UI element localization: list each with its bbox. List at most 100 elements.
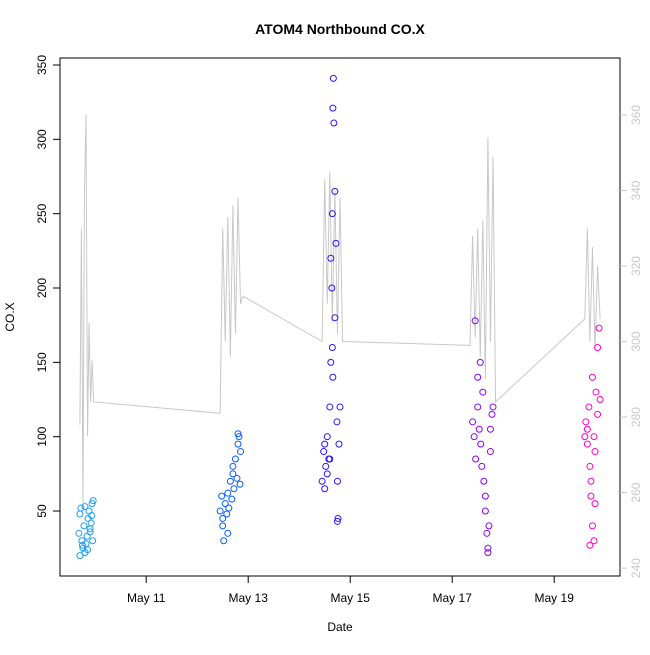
data-point xyxy=(328,210,336,218)
data-point xyxy=(87,519,95,527)
data-point xyxy=(329,373,337,381)
data-point xyxy=(226,477,234,485)
data-point xyxy=(76,552,84,560)
x-tick-label: May 17 xyxy=(433,591,473,605)
data-point xyxy=(81,503,89,511)
data-point xyxy=(77,504,85,512)
y2-tick-label: 260 xyxy=(629,482,643,502)
data-point xyxy=(587,477,595,485)
data-point xyxy=(594,343,602,351)
y2-tick-label: 360 xyxy=(629,105,643,125)
data-point xyxy=(80,522,88,530)
data-point xyxy=(221,500,229,508)
x-tick-label: May 19 xyxy=(535,591,575,605)
data-point xyxy=(328,343,336,351)
data-point xyxy=(588,373,596,381)
data-point xyxy=(229,462,237,470)
x-tick-label: May 15 xyxy=(331,591,371,605)
data-point xyxy=(327,254,335,262)
data-point xyxy=(235,433,243,441)
data-point xyxy=(219,522,227,530)
data-point xyxy=(331,187,339,195)
y-tick-label: 200 xyxy=(35,278,49,298)
data-point xyxy=(485,522,493,530)
data-point xyxy=(219,514,227,522)
plot-frame xyxy=(59,57,621,577)
data-point xyxy=(233,474,241,482)
data-point xyxy=(481,492,489,500)
y-tick-label: 250 xyxy=(35,203,49,223)
data-point xyxy=(334,514,342,522)
data-point xyxy=(328,284,336,292)
data-point xyxy=(326,455,334,463)
data-point xyxy=(471,317,479,325)
chart-title: ATOM4 Northbound CO.X xyxy=(255,21,425,37)
data-point xyxy=(78,541,86,549)
data-point xyxy=(220,537,228,545)
data-point xyxy=(469,418,477,426)
data-point xyxy=(591,448,599,456)
data-point xyxy=(474,403,482,411)
y-tick-label: 300 xyxy=(35,129,49,149)
y-tick-label: 50 xyxy=(35,504,49,518)
x-tick-label: May 11 xyxy=(127,591,166,605)
data-point xyxy=(479,388,487,396)
data-point xyxy=(470,433,478,441)
data-point xyxy=(88,511,96,519)
data-point xyxy=(475,425,483,433)
data-point xyxy=(594,410,602,418)
data-point xyxy=(223,510,231,518)
data-point xyxy=(586,462,594,470)
data-point xyxy=(234,430,242,438)
data-point xyxy=(236,480,244,488)
data-point xyxy=(474,373,482,381)
data-point xyxy=(336,403,344,411)
data-point xyxy=(89,497,97,505)
data-point xyxy=(322,462,330,470)
y-tick-label: 350 xyxy=(35,55,49,75)
data-point xyxy=(486,425,494,433)
data-point xyxy=(86,528,94,536)
line-series xyxy=(79,114,601,508)
data-point xyxy=(228,495,236,503)
y-axis-label: CO.X xyxy=(3,302,17,331)
data-point xyxy=(478,462,486,470)
data-point xyxy=(333,477,341,485)
data-point xyxy=(329,74,337,82)
data-point xyxy=(332,239,340,247)
data-point xyxy=(480,477,488,485)
data-point xyxy=(489,403,497,411)
data-point xyxy=(488,410,496,418)
data-point xyxy=(326,403,334,411)
data-point xyxy=(320,448,328,456)
data-point xyxy=(88,500,96,508)
data-point xyxy=(590,433,598,441)
data-point xyxy=(582,418,590,426)
data-point xyxy=(224,489,232,497)
data-point xyxy=(330,119,338,127)
data-point xyxy=(335,440,343,448)
data-point xyxy=(484,544,492,552)
data-point xyxy=(476,358,484,366)
data-point xyxy=(237,448,245,456)
data-point xyxy=(481,507,489,515)
data-point xyxy=(323,433,331,441)
data-point xyxy=(585,403,593,411)
y2-tick-label: 300 xyxy=(629,331,643,351)
data-point xyxy=(590,537,598,545)
data-point xyxy=(333,517,341,525)
y2-tick-label: 280 xyxy=(629,407,643,427)
data-point xyxy=(591,500,599,508)
data-point xyxy=(329,104,337,112)
y-tick-label: 100 xyxy=(35,426,49,446)
data-point xyxy=(225,504,233,512)
data-point xyxy=(581,433,589,441)
data-point xyxy=(484,549,492,557)
y-tick-label: 150 xyxy=(35,352,49,372)
x-axis-label: Date xyxy=(327,620,353,634)
data-point xyxy=(323,470,331,478)
data-point xyxy=(331,314,339,322)
data-point xyxy=(229,470,237,478)
data-point xyxy=(587,492,595,500)
data-point xyxy=(321,440,329,448)
